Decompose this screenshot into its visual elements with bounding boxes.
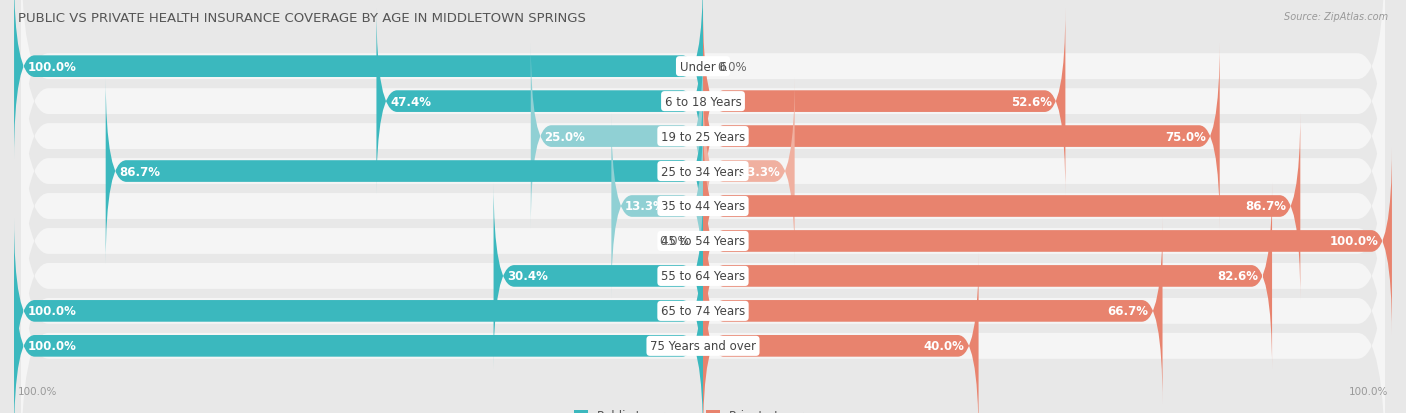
FancyBboxPatch shape (21, 10, 1385, 263)
Text: 35 to 44 Years: 35 to 44 Years (661, 200, 745, 213)
FancyBboxPatch shape (703, 43, 1220, 230)
FancyBboxPatch shape (703, 8, 1066, 196)
FancyBboxPatch shape (14, 217, 703, 405)
FancyBboxPatch shape (612, 113, 703, 300)
FancyBboxPatch shape (703, 78, 794, 266)
Text: 82.6%: 82.6% (1218, 270, 1258, 283)
Text: PUBLIC VS PRIVATE HEALTH INSURANCE COVERAGE BY AGE IN MIDDLETOWN SPRINGS: PUBLIC VS PRIVATE HEALTH INSURANCE COVER… (18, 12, 586, 25)
Text: 100.0%: 100.0% (28, 61, 77, 74)
FancyBboxPatch shape (14, 252, 703, 413)
FancyBboxPatch shape (703, 183, 1272, 370)
Text: 25 to 34 Years: 25 to 34 Years (661, 165, 745, 178)
Text: 75.0%: 75.0% (1166, 130, 1206, 143)
FancyBboxPatch shape (105, 78, 703, 266)
Text: 75 Years and over: 75 Years and over (650, 339, 756, 352)
Text: 100.0%: 100.0% (28, 305, 77, 318)
Text: 0.0%: 0.0% (717, 61, 747, 74)
Text: 0.0%: 0.0% (659, 235, 689, 248)
FancyBboxPatch shape (703, 217, 1163, 405)
Text: 100.0%: 100.0% (1329, 235, 1378, 248)
Text: 86.7%: 86.7% (1246, 200, 1286, 213)
Text: 65 to 74 Years: 65 to 74 Years (661, 305, 745, 318)
Text: Under 6: Under 6 (679, 61, 727, 74)
Text: 19 to 25 Years: 19 to 25 Years (661, 130, 745, 143)
Text: 47.4%: 47.4% (391, 95, 432, 108)
FancyBboxPatch shape (703, 113, 1301, 300)
FancyBboxPatch shape (703, 252, 979, 413)
Text: 45 to 54 Years: 45 to 54 Years (661, 235, 745, 248)
Text: Source: ZipAtlas.com: Source: ZipAtlas.com (1284, 12, 1388, 22)
Text: 100.0%: 100.0% (18, 387, 58, 396)
FancyBboxPatch shape (494, 183, 703, 370)
Legend: Public Insurance, Private Insurance: Public Insurance, Private Insurance (569, 404, 837, 413)
Text: 100.0%: 100.0% (28, 339, 77, 352)
FancyBboxPatch shape (531, 43, 703, 230)
Text: 40.0%: 40.0% (924, 339, 965, 352)
FancyBboxPatch shape (21, 115, 1385, 368)
Text: 30.4%: 30.4% (508, 270, 548, 283)
FancyBboxPatch shape (703, 147, 1392, 335)
FancyBboxPatch shape (21, 80, 1385, 333)
FancyBboxPatch shape (21, 0, 1385, 194)
FancyBboxPatch shape (21, 150, 1385, 403)
FancyBboxPatch shape (21, 185, 1385, 413)
FancyBboxPatch shape (21, 45, 1385, 298)
Text: 13.3%: 13.3% (626, 200, 666, 213)
Text: 6 to 18 Years: 6 to 18 Years (665, 95, 741, 108)
FancyBboxPatch shape (14, 0, 703, 161)
Text: 100.0%: 100.0% (1348, 387, 1388, 396)
Text: 86.7%: 86.7% (120, 165, 160, 178)
Text: 52.6%: 52.6% (1011, 95, 1052, 108)
FancyBboxPatch shape (21, 219, 1385, 413)
Text: 66.7%: 66.7% (1108, 305, 1149, 318)
Text: 13.3%: 13.3% (740, 165, 780, 178)
Text: 55 to 64 Years: 55 to 64 Years (661, 270, 745, 283)
FancyBboxPatch shape (377, 8, 703, 196)
FancyBboxPatch shape (21, 0, 1385, 228)
Text: 25.0%: 25.0% (544, 130, 585, 143)
